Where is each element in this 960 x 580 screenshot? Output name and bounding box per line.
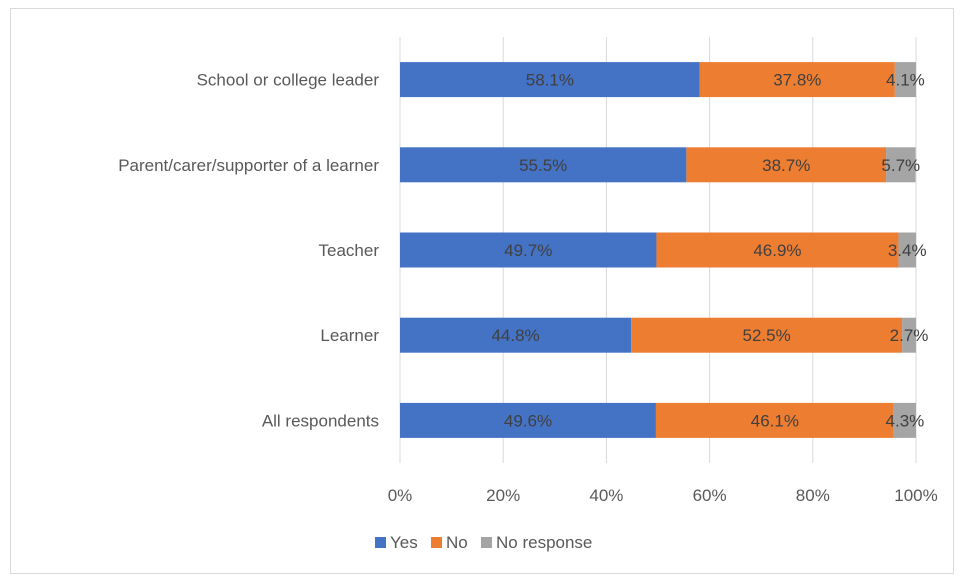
legend-item-no-response: No response xyxy=(481,533,592,552)
data-label-no-response: 2.7% xyxy=(890,326,929,345)
category-label-school-or-college-leader: School or college leader xyxy=(197,71,380,90)
chart-frame: 58.1% 37.8% 4.1% 55.5% 38.7% 5.7% 49.7% 46.9% 3.… xyxy=(10,8,954,574)
data-label-yes: 55.5% xyxy=(519,156,567,175)
data-label-no-response: 5.7% xyxy=(881,156,920,175)
category-label-all-respondents: All respondents xyxy=(262,411,379,430)
x-axis-tick-labels: 0% 20% 40% 60% 80% 100% xyxy=(388,486,938,505)
category-labels: School or college leader Parent/carer/sup… xyxy=(118,71,379,431)
data-label-no: 46.1% xyxy=(751,411,799,430)
x-tick-label: 60% xyxy=(693,486,727,505)
data-label-no-response: 4.3% xyxy=(886,411,925,430)
legend: Yes No No response xyxy=(375,533,592,552)
data-label-no: 37.8% xyxy=(773,71,821,90)
legend-swatch xyxy=(375,537,386,548)
legend-swatch xyxy=(481,537,492,548)
legend-label: No xyxy=(446,533,468,552)
data-label-no: 52.5% xyxy=(743,326,791,345)
bar-segments xyxy=(400,62,916,438)
stacked-bar-chart: 58.1% 37.8% 4.1% 55.5% 38.7% 5.7% 49.7% 46.9% 3.… xyxy=(11,9,953,573)
data-label-yes: 49.6% xyxy=(504,411,552,430)
category-label-parent-carer-supporter-of-a-learner: Parent/carer/supporter of a learner xyxy=(118,156,379,175)
legend-item-no: No xyxy=(431,533,468,552)
legend-label: No response xyxy=(496,533,592,552)
data-label-yes: 44.8% xyxy=(491,326,539,345)
data-label-yes: 49.7% xyxy=(504,241,552,260)
x-tick-label: 100% xyxy=(894,486,937,505)
data-label-yes: 58.1% xyxy=(526,71,574,90)
legend-label: Yes xyxy=(390,533,418,552)
legend-swatch xyxy=(431,537,442,548)
x-tick-label: 20% xyxy=(486,486,520,505)
legend-item-yes: Yes xyxy=(375,533,418,552)
x-tick-label: 40% xyxy=(589,486,623,505)
data-label-no: 38.7% xyxy=(762,156,810,175)
x-tick-label: 80% xyxy=(796,486,830,505)
data-label-no-response: 3.4% xyxy=(888,241,927,260)
data-label-no: 46.9% xyxy=(753,241,801,260)
x-tick-label: 0% xyxy=(388,486,413,505)
category-label-learner: Learner xyxy=(320,326,379,345)
category-label-teacher: Teacher xyxy=(319,241,380,260)
data-label-no-response: 4.1% xyxy=(886,71,925,90)
